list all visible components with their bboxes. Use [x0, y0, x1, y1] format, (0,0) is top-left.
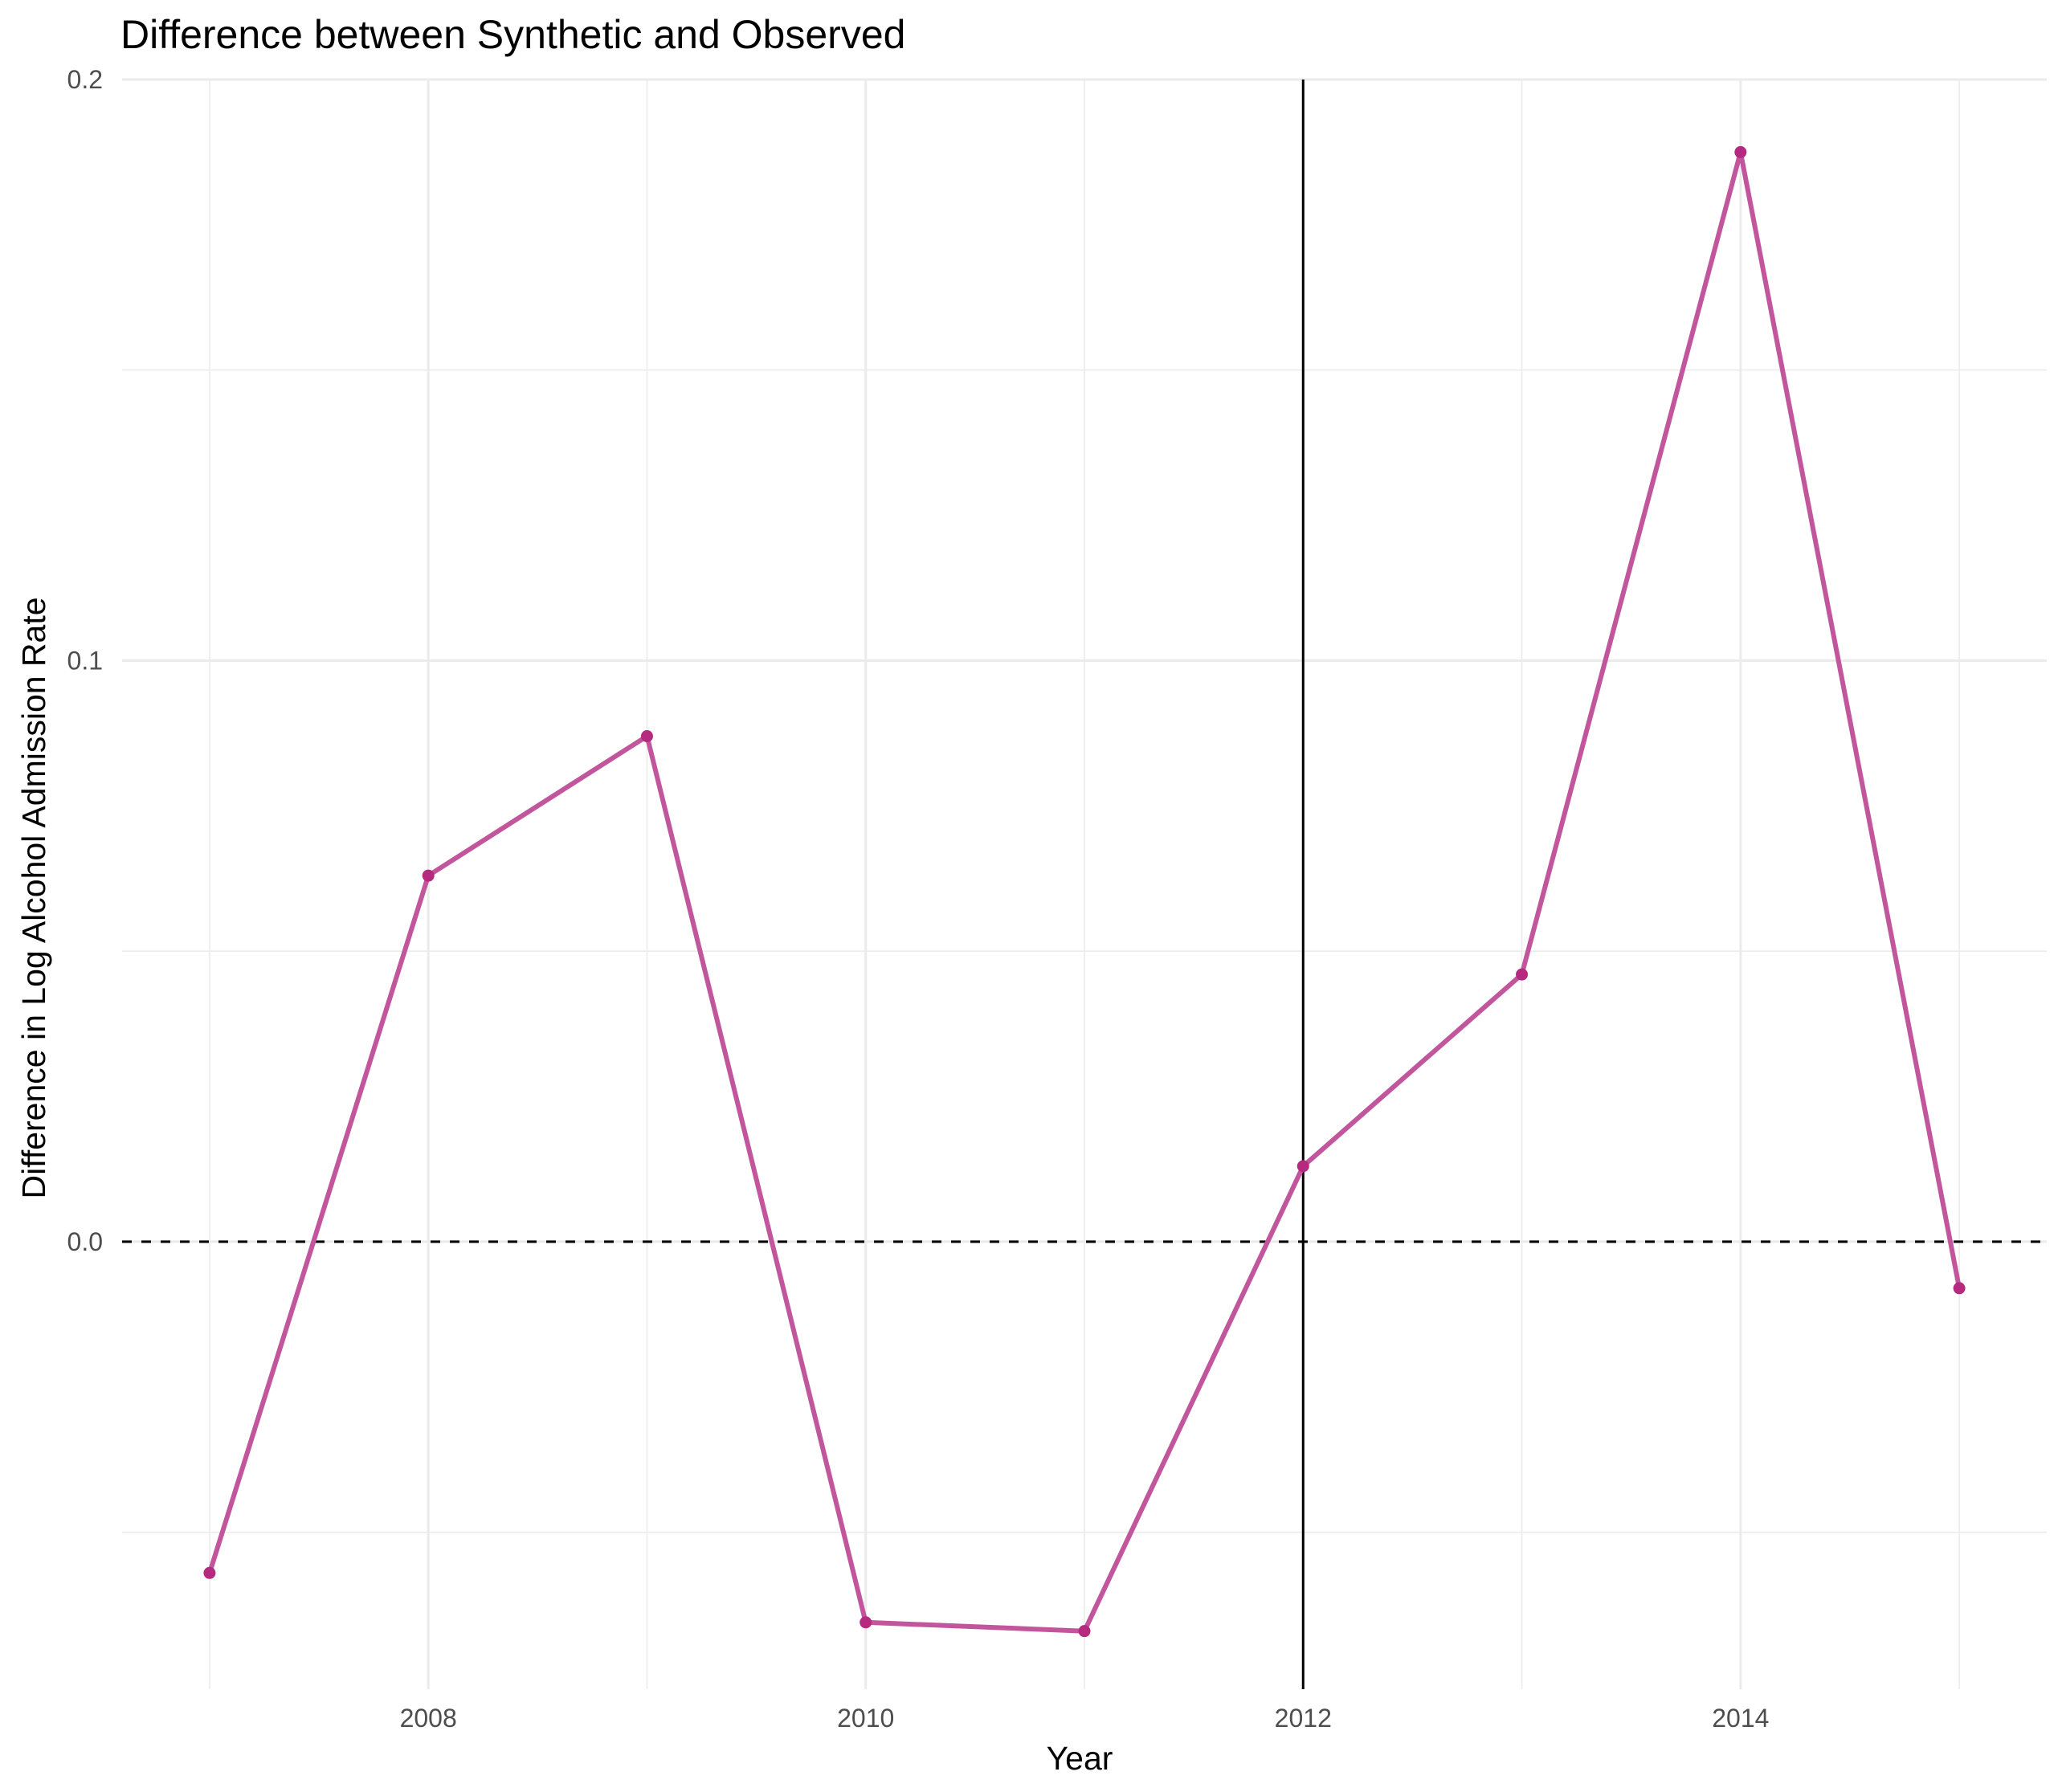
- x-axis-title: Year: [1047, 1740, 1113, 1777]
- minor-gridlines: [122, 80, 2047, 1689]
- data-point: [1516, 968, 1529, 981]
- chart-title: Difference between Synthetic and Observe…: [120, 12, 905, 57]
- y-tick-label: 0.1: [67, 646, 103, 675]
- y-axis-tick-labels: 0.0 0.1 0.2: [67, 65, 103, 1256]
- data-point: [1734, 145, 1747, 158]
- data-point: [203, 1566, 216, 1579]
- data-point: [860, 1616, 872, 1629]
- x-tick-label: 2008: [400, 1704, 457, 1733]
- data-point: [1953, 1282, 1966, 1295]
- x-tick-label: 2014: [1712, 1704, 1769, 1733]
- reference-lines: [122, 80, 2047, 1689]
- data-point: [640, 730, 653, 743]
- data-point: [1296, 1160, 1309, 1173]
- x-tick-label: 2012: [1275, 1704, 1332, 1733]
- x-tick-label: 2010: [837, 1704, 894, 1733]
- data-point: [1078, 1625, 1091, 1638]
- y-tick-label: 0.2: [67, 65, 103, 94]
- data-point: [422, 869, 435, 882]
- y-axis-title: Difference in Log Alcohol Admission Rate: [15, 597, 52, 1198]
- y-tick-label: 0.0: [67, 1227, 103, 1256]
- data-series: [203, 145, 1966, 1638]
- x-axis-tick-labels: 2008 2010 2012 2014: [400, 1704, 1770, 1733]
